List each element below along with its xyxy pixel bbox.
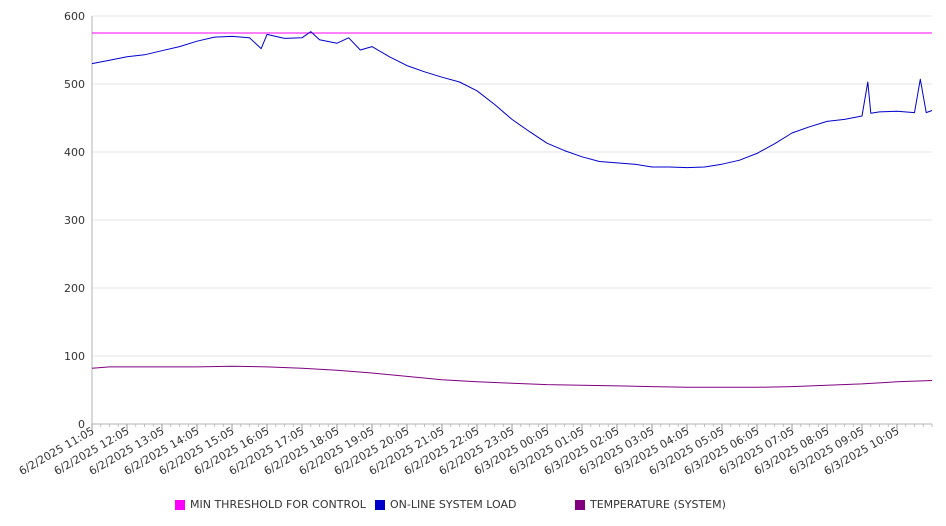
y-tick-label: 600 [64, 10, 85, 23]
series-temperature-line [91, 365, 933, 388]
y-tick-labels: 0 100 200 300 400 500 600 [64, 10, 85, 431]
legend-label: MIN THRESHOLD FOR CONTROL [190, 498, 366, 511]
legend-item-temperature[interactable]: TEMPERATURE (SYSTEM) [575, 498, 726, 511]
x-tick-labels: 6/2/2025 11:056/2/2025 12:056/2/2025 13:… [17, 424, 902, 478]
series-system-load-line [91, 31, 933, 169]
y-tick-label: 0 [78, 418, 85, 431]
y-tick-label: 100 [64, 350, 85, 363]
legend-swatch [575, 499, 585, 510]
legend-item-system-load[interactable]: ON-LINE SYSTEM LOAD [375, 498, 516, 511]
y-tick-label: 500 [64, 78, 85, 91]
y-tick-label: 400 [64, 146, 85, 159]
legend-label: ON-LINE SYSTEM LOAD [390, 498, 517, 511]
legend: MIN THRESHOLD FOR CONTROL ON-LINE SYSTEM… [0, 498, 946, 514]
y-tick-label: 200 [64, 282, 85, 295]
series-lines [91, 31, 933, 388]
legend-item-min-threshold[interactable]: MIN THRESHOLD FOR CONTROL [175, 498, 366, 511]
legend-label: TEMPERATURE (SYSTEM) [590, 498, 726, 511]
gridlines [92, 15, 932, 357]
legend-swatch [175, 499, 185, 510]
legend-swatch [375, 499, 385, 510]
axes [91, 16, 933, 430]
y-tick-label: 300 [64, 214, 85, 227]
